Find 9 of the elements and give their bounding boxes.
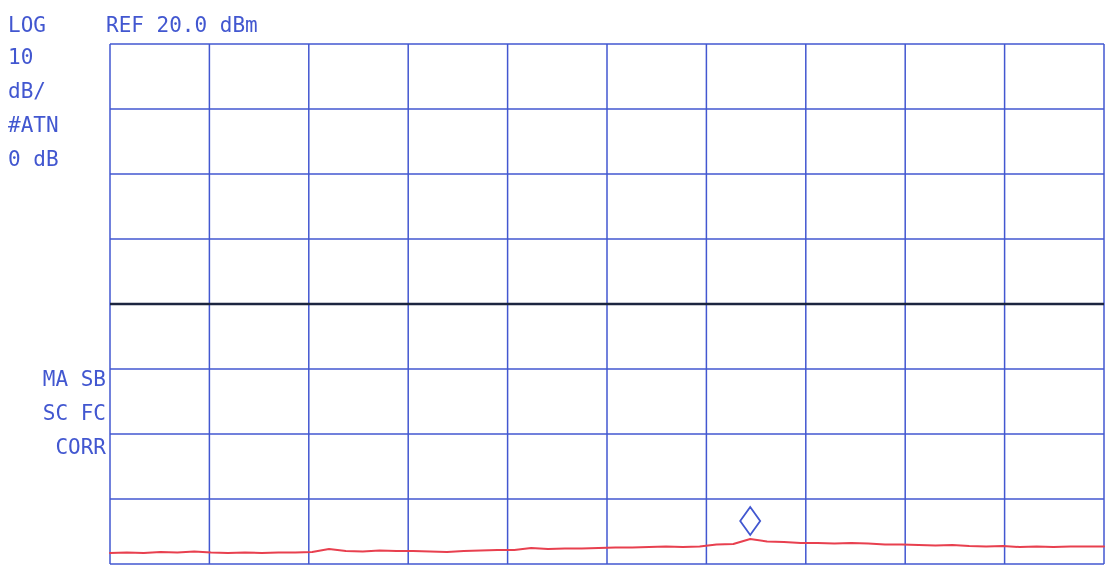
text: dB/ xyxy=(8,79,46,103)
text: LOG xyxy=(8,13,46,37)
text: 10 xyxy=(8,45,34,69)
text: MA SB xyxy=(42,367,106,391)
text: 0 dB xyxy=(8,147,59,171)
text: CORR xyxy=(55,435,107,459)
text: #ATN xyxy=(8,113,59,137)
text: REF 20.0 dBm xyxy=(106,13,258,37)
text: SC FC xyxy=(42,401,106,425)
